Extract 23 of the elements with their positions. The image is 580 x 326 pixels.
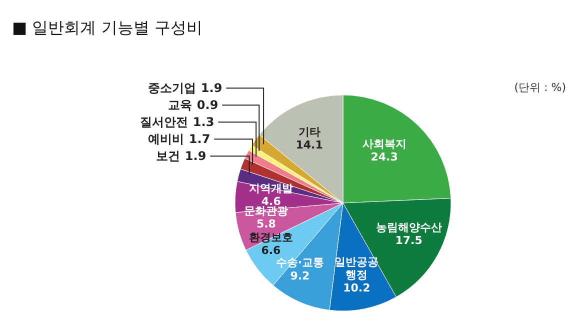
- data-label: 1.7: [188, 132, 210, 146]
- data-label: 10.2: [343, 282, 370, 295]
- text: (단위 : %): [514, 80, 566, 95]
- data-label: 9.2: [290, 269, 310, 282]
- data-label: 0.9: [196, 98, 218, 112]
- data-label: 1.9: [200, 81, 222, 96]
- slice-label: 농림해양수산: [376, 220, 442, 234]
- data-label: 5.8: [256, 218, 276, 231]
- slice-label: 예비비: [148, 132, 184, 146]
- data-label: 17.5: [395, 234, 422, 247]
- slice-label: 보건: [156, 149, 180, 164]
- slice-label: 교육: [168, 98, 192, 112]
- slice-label: 환경보호: [248, 230, 293, 244]
- slice-label: 사회복지: [362, 137, 406, 150]
- data-label: 14.1: [296, 138, 323, 152]
- slice-label: 중소기업: [148, 81, 196, 96]
- data-label: 6.6: [261, 244, 282, 258]
- slice-label: 질서안전: [140, 115, 188, 130]
- slice-label: 기타: [298, 125, 320, 138]
- data-label: 24.3: [370, 150, 398, 164]
- data-label: 1.3: [192, 115, 214, 130]
- data-label: 1.9: [184, 149, 206, 164]
- chart-title: ■ 일반회계 기능별 구성비: [12, 18, 202, 39]
